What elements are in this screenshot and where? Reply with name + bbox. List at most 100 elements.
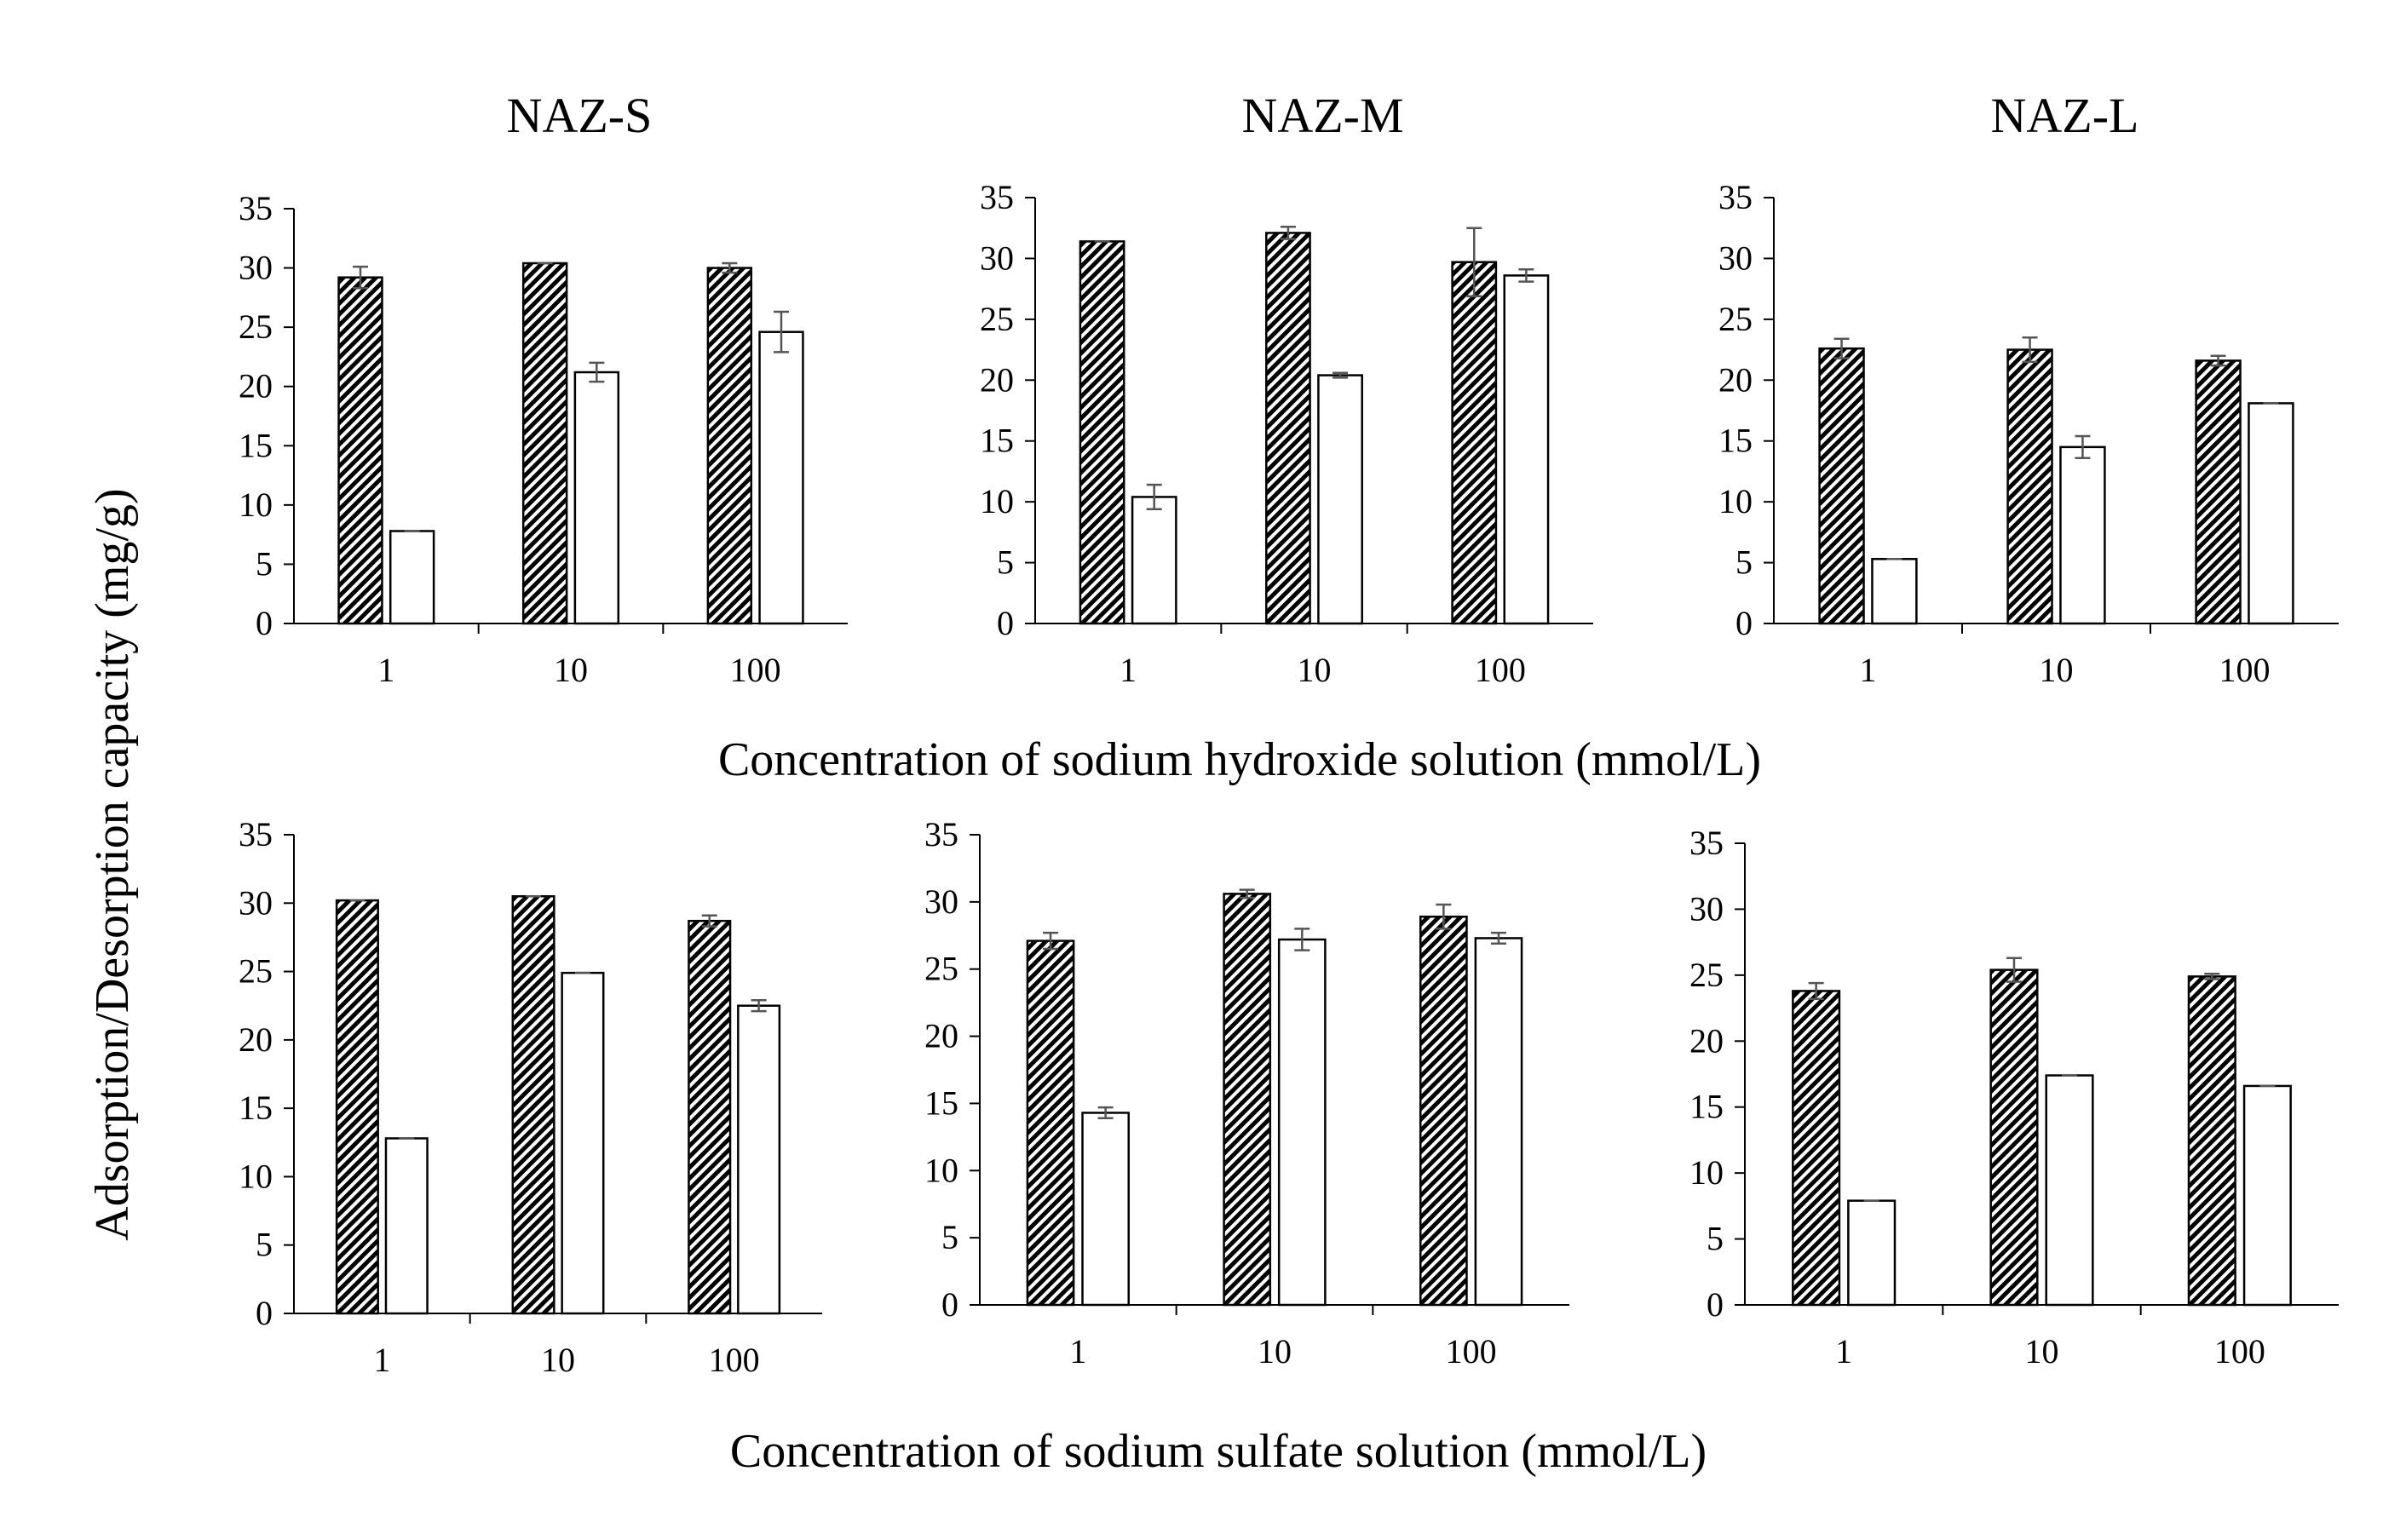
y-tick-label: 15 xyxy=(1689,1088,1724,1126)
y-tick-label: 10 xyxy=(239,1157,273,1195)
x-tick-label: 10 xyxy=(541,1341,575,1379)
bar-adsorption-100 xyxy=(688,919,732,1315)
bar-adsorption-1 xyxy=(1792,990,1841,1307)
y-tick-label: 30 xyxy=(980,238,1014,277)
bar-adsorption-1 xyxy=(335,899,379,1315)
y-tick-label: 0 xyxy=(256,604,273,642)
y-tick-label: 10 xyxy=(924,1151,958,1189)
y-tick-label: 5 xyxy=(1707,1220,1724,1258)
y-tick-label: 10 xyxy=(239,486,273,524)
x-tick-label: 1 xyxy=(1860,651,1877,689)
y-tick-label: 30 xyxy=(239,249,273,287)
x-tick-label: 1 xyxy=(1069,1332,1086,1370)
bar-adsorption-10 xyxy=(2006,348,2053,625)
y-tick-label: 10 xyxy=(1689,1153,1724,1192)
bar-desorption-10 xyxy=(1277,938,1327,1307)
bar-desorption-1 xyxy=(1871,558,1918,625)
y-tick-label: 5 xyxy=(997,543,1014,582)
y-tick-label: 35 xyxy=(239,189,273,227)
bar-desorption-100 xyxy=(2248,402,2294,625)
x-tick-label: 100 xyxy=(709,1341,760,1379)
chart-panel-1-1: 0 5 10 15 20 25 30 35 1 10 100 xyxy=(924,815,1569,1370)
y-tick-label: 20 xyxy=(1718,360,1753,399)
y-tick-label: 25 xyxy=(239,952,273,991)
x-tick-label: 10 xyxy=(1258,1332,1292,1370)
x-tick-label: 1 xyxy=(373,1341,390,1379)
y-tick-label: 30 xyxy=(1718,238,1753,277)
x-tick-label: 1 xyxy=(1120,651,1137,689)
y-tick-label: 10 xyxy=(1718,482,1753,520)
bar-desorption-100 xyxy=(1474,937,1523,1307)
bar-desorption-100 xyxy=(1503,274,1550,625)
y-tick-label: 10 xyxy=(980,482,1014,520)
row1-x-axis-label: Concentration of sodium hydroxide soluti… xyxy=(718,733,1761,786)
y-tick-label: 0 xyxy=(941,1285,958,1324)
y-tick-label: 25 xyxy=(980,300,1014,338)
bar-adsorption-10 xyxy=(521,261,568,625)
chart-title: NAZ-M xyxy=(1241,88,1403,143)
bar-desorption-10 xyxy=(561,971,605,1315)
y-tick-label: 20 xyxy=(239,367,273,405)
x-tick-label: 10 xyxy=(2040,651,2074,689)
bar-adsorption-100 xyxy=(1419,915,1468,1307)
y-tick-label: 25 xyxy=(239,307,273,346)
row2-x-axis-label: Concentration of sodium sulfate solution… xyxy=(730,1425,1707,1478)
bar-adsorption-10 xyxy=(1265,232,1311,625)
bar-desorption-100 xyxy=(737,1004,781,1315)
y-axis-label: Adsorption/Desorption capacity (mg/g) xyxy=(86,488,139,1240)
bar-adsorption-10 xyxy=(511,895,555,1315)
y-tick-label: 35 xyxy=(1718,178,1753,216)
bar-adsorption-1 xyxy=(337,276,383,625)
bar-desorption-1 xyxy=(1847,1199,1897,1307)
y-tick-label: 0 xyxy=(256,1294,273,1332)
y-tick-label: 20 xyxy=(924,1017,958,1055)
y-tick-label: 15 xyxy=(924,1083,958,1122)
bar-desorption-10 xyxy=(2045,1074,2094,1307)
bar-adsorption-100 xyxy=(2195,359,2242,625)
bar-adsorption-10 xyxy=(1223,893,1272,1307)
y-tick-label: 15 xyxy=(980,422,1014,460)
chart-title: NAZ-S xyxy=(507,88,653,143)
y-tick-label: 15 xyxy=(239,1089,273,1127)
bar-adsorption-100 xyxy=(2187,975,2236,1307)
chart-panel-0-0: NAZ-S 0 5 10 15 20 25 30 35 1 10 100 xyxy=(239,88,848,689)
chart-panel-1-2: 0 5 10 15 20 25 30 35 1 10 100 xyxy=(1689,824,2339,1370)
x-tick-label: 10 xyxy=(554,651,588,689)
bar-adsorption-100 xyxy=(706,267,753,625)
y-tick-label: 25 xyxy=(924,950,958,988)
y-tick-label: 5 xyxy=(941,1218,958,1256)
x-tick-label: 100 xyxy=(2214,1332,2265,1370)
y-tick-label: 35 xyxy=(924,815,958,853)
x-tick-label: 1 xyxy=(1835,1332,1852,1370)
chart-panel-1-0: 0 5 10 15 20 25 30 35 1 10 100 xyxy=(239,815,822,1379)
x-tick-label: 100 xyxy=(2219,651,2271,689)
y-tick-label: 5 xyxy=(1735,543,1753,582)
y-tick-label: 20 xyxy=(980,360,1014,399)
x-tick-label: 100 xyxy=(1446,1332,1497,1370)
bar-adsorption-100 xyxy=(1451,261,1498,625)
y-tick-label: 30 xyxy=(924,882,958,921)
x-tick-label: 10 xyxy=(2025,1332,2059,1370)
bar-desorption-1 xyxy=(1131,496,1177,625)
bar-desorption-10 xyxy=(2059,445,2106,625)
y-tick-label: 20 xyxy=(239,1020,273,1059)
x-tick-label: 100 xyxy=(1475,651,1526,689)
y-tick-label: 15 xyxy=(1718,422,1753,460)
y-tick-label: 0 xyxy=(1707,1285,1724,1324)
y-tick-label: 5 xyxy=(256,1226,273,1264)
bar-desorption-10 xyxy=(1317,374,1363,625)
chart-panel-0-2: NAZ-L 0 5 10 15 20 25 30 35 1 10 100 xyxy=(1718,88,2339,689)
bar-desorption-100 xyxy=(2242,1084,2292,1307)
y-tick-label: 0 xyxy=(997,604,1014,642)
bar-adsorption-1 xyxy=(1026,940,1075,1307)
y-tick-label: 5 xyxy=(256,544,273,583)
y-tick-label: 35 xyxy=(1689,824,1724,862)
bar-adsorption-1 xyxy=(1079,240,1125,625)
x-tick-label: 100 xyxy=(730,651,781,689)
y-tick-label: 15 xyxy=(239,426,273,464)
y-tick-label: 30 xyxy=(239,883,273,922)
y-tick-label: 0 xyxy=(1735,604,1753,642)
chart-panel-0-1: NAZ-M 0 5 10 15 20 25 30 35 1 10 100 xyxy=(980,88,1593,689)
y-tick-label: 30 xyxy=(1689,889,1724,928)
